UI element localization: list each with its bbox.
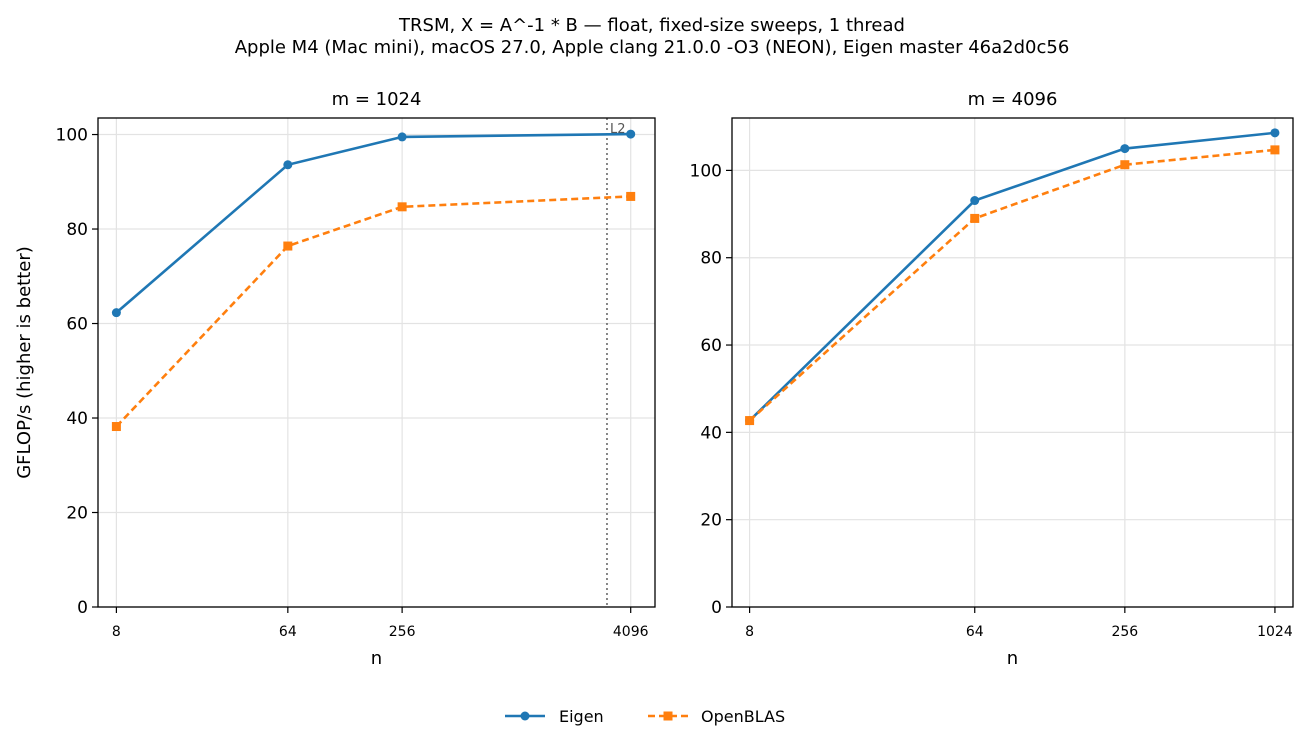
data-point-openblas [626,191,636,201]
x-tick-label: 8 [745,624,754,640]
x-tick-label: 256 [1111,624,1138,640]
x-tick-label: 64 [966,624,984,640]
x-tick-label: 64 [279,624,297,640]
data-point-eigen [970,196,980,206]
axes-frame [731,117,1294,608]
data-point-openblas [970,213,980,223]
subplot-title: m = 4096 [968,89,1058,110]
y-tick-label: 80 [66,220,88,240]
y-tick-label: 100 [56,126,88,146]
axes-frame [97,117,656,608]
y-tick-label: 20 [700,511,722,531]
legend: Eigen OpenBLAS [505,707,785,726]
data-point-openblas [283,241,293,251]
data-point-openblas [1120,160,1130,170]
data-point-eigen [283,160,293,170]
subplot-m-4096: 0 20 40 60 80 100 8 64 256 1024 m = 4096 n [690,89,1294,669]
legend-openblas-label: OpenBLAS [701,707,785,726]
y-tick-label: 0 [711,598,722,618]
x-tick-label: 8 [112,624,121,640]
legend-eigen-label: Eigen [559,707,604,726]
legend-eigen-marker [520,711,530,721]
series-line-openblas [748,148,1276,422]
x-tick-label: 256 [389,624,416,640]
y-tick-label: 60 [700,336,722,356]
subplot-title: m = 1024 [332,89,422,110]
data-point-eigen [1270,128,1280,138]
x-tick-label: 4096 [613,624,649,640]
y-tick-label: 0 [77,598,88,618]
y-tick-label: 100 [690,161,722,181]
data-point-openblas [1270,145,1280,155]
x-axis-label: n [1007,648,1018,669]
x-tick-label: 1024 [1257,624,1293,640]
y-tick-label: 80 [700,249,722,269]
y-tick-label: 40 [66,409,88,429]
series-line-openblas [115,195,631,428]
data-point-openblas [397,202,407,212]
data-point-eigen [626,129,636,139]
y-tick-label: 20 [66,504,88,524]
data-point-openblas [745,416,755,426]
data-point-eigen [397,132,407,142]
y-tick-label: 60 [66,315,88,335]
figure-title-line1: TRSM, X = A^-1 * B — float, fixed-size s… [398,15,905,36]
series-line-eigen [748,131,1276,422]
y-tick-label: 40 [700,423,722,443]
series-line-eigen [115,132,631,314]
y-axis-label: GFLOP/s (higher is better) [14,246,35,479]
data-point-eigen [111,308,121,318]
data-point-eigen [1120,144,1130,154]
data-point-openblas [111,422,121,432]
legend-openblas-marker [663,711,673,721]
figure-title-line2: Apple M4 (Mac mini), macOS 27.0, Apple c… [235,37,1070,58]
x-axis-label: n [371,648,382,669]
